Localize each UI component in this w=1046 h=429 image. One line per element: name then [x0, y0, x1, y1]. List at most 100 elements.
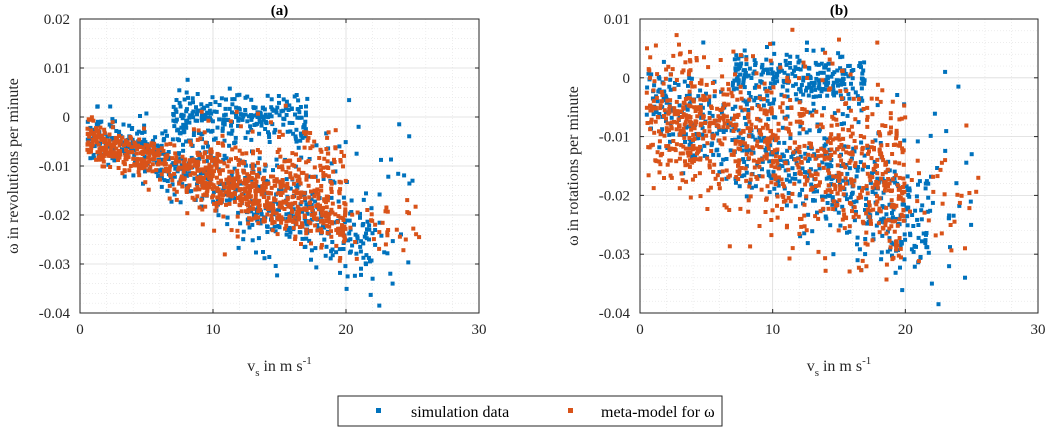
point-simulation [294, 183, 299, 188]
point-simulation [757, 135, 762, 140]
point-meta-model [216, 180, 221, 185]
point-simulation [855, 258, 860, 263]
point-meta-model [720, 169, 725, 174]
point-meta-model [237, 187, 242, 192]
point-meta-model [179, 165, 184, 170]
point-meta-model [762, 81, 767, 86]
point-simulation [243, 135, 248, 140]
point-meta-model [244, 197, 249, 202]
point-simulation [366, 255, 371, 260]
point-meta-model [95, 129, 99, 134]
point-simulation [786, 173, 791, 178]
point-meta-model [835, 122, 840, 127]
point-simulation [912, 264, 917, 269]
point-meta-model [738, 84, 743, 89]
point-simulation [947, 264, 952, 269]
point-simulation [663, 93, 668, 98]
point-simulation [650, 96, 655, 101]
point-simulation [358, 211, 362, 216]
point-simulation [343, 264, 348, 269]
point-simulation [916, 235, 921, 240]
point-meta-model [649, 143, 654, 148]
point-meta-model [871, 167, 876, 172]
point-meta-model [837, 198, 842, 203]
point-meta-model [886, 177, 891, 181]
point-meta-model [385, 230, 390, 235]
point-simulation [846, 92, 851, 96]
point-simulation [258, 184, 262, 189]
point-meta-model [260, 189, 265, 194]
point-simulation [293, 136, 298, 141]
point-meta-model [839, 158, 844, 163]
point-simulation [183, 122, 188, 127]
point-meta-model [341, 227, 345, 232]
point-simulation [766, 169, 771, 174]
point-meta-model [304, 231, 309, 236]
point-meta-model [201, 167, 206, 172]
point-meta-model [877, 230, 882, 235]
point-meta-model [124, 148, 129, 152]
point-meta-model [290, 195, 295, 200]
point-meta-model [899, 116, 904, 121]
point-simulation [271, 168, 275, 173]
point-simulation [836, 83, 840, 88]
point-meta-model [210, 186, 215, 191]
point-meta-model [172, 171, 177, 176]
point-meta-model [96, 142, 101, 147]
point-simulation [195, 109, 200, 113]
point-meta-model [658, 132, 663, 137]
point-meta-model [242, 170, 247, 175]
point-simulation [173, 119, 178, 124]
point-simulation [879, 257, 884, 262]
point-meta-model [118, 152, 123, 157]
point-meta-model [668, 98, 673, 103]
point-meta-model [165, 169, 170, 174]
point-meta-model [297, 216, 302, 221]
point-meta-model [799, 160, 804, 165]
point-simulation [911, 224, 916, 228]
point-meta-model [250, 165, 255, 170]
point-simulation [184, 125, 189, 130]
point-meta-model [195, 159, 200, 164]
point-simulation [762, 135, 766, 140]
point-simulation [797, 87, 802, 92]
point-meta-model [184, 190, 189, 194]
point-simulation [744, 62, 749, 67]
point-meta-model [848, 108, 853, 113]
point-meta-model [870, 175, 875, 180]
point-meta-model [768, 128, 773, 133]
point-meta-model [95, 135, 100, 140]
point-meta-model [674, 142, 679, 147]
point-meta-model [667, 104, 672, 109]
point-meta-model [226, 193, 231, 198]
point-meta-model [238, 124, 243, 129]
point-meta-model [864, 211, 869, 216]
point-meta-model [124, 154, 129, 159]
point-simulation [806, 93, 811, 98]
point-meta-model [337, 189, 342, 194]
point-simulation [287, 211, 292, 216]
point-meta-model [326, 151, 331, 156]
point-simulation [364, 253, 369, 258]
point-simulation [719, 89, 724, 94]
point-meta-model [721, 92, 726, 97]
point-meta-model [253, 215, 258, 220]
point-simulation [772, 74, 777, 79]
point-simulation [165, 133, 169, 138]
point-meta-model [244, 202, 249, 206]
point-meta-model [888, 130, 893, 135]
point-simulation [189, 113, 194, 118]
point-meta-model [644, 105, 649, 110]
point-meta-model [117, 149, 121, 154]
point-meta-model [323, 173, 328, 178]
point-meta-model [754, 71, 759, 76]
point-simulation [733, 66, 738, 71]
ticks-a: 0 10 20 300.020.010-0.01-0.02-0.03-0.04 [39, 12, 487, 338]
point-simulation [767, 159, 772, 164]
point-meta-model [798, 216, 802, 221]
point-meta-model [672, 119, 676, 124]
point-meta-model [764, 152, 769, 157]
x-tick-label: 30 [472, 322, 487, 338]
point-meta-model [833, 136, 838, 141]
point-meta-model [754, 125, 758, 130]
